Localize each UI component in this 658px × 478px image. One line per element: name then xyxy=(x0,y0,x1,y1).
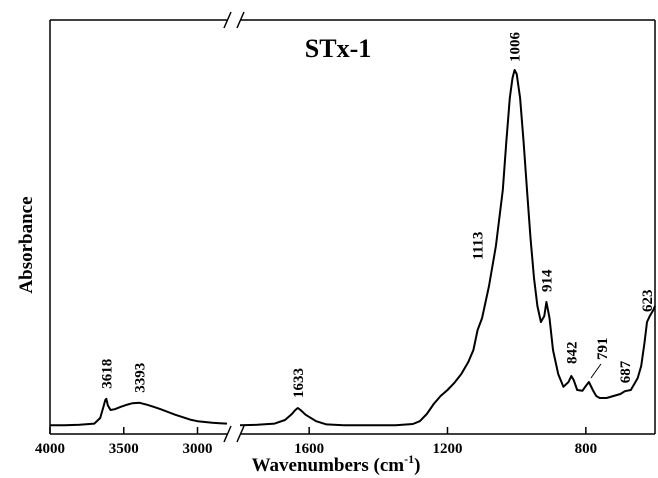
axis-break-slash xyxy=(223,11,232,29)
peak-label: 3618 xyxy=(99,359,115,389)
x-tick-label: 3000 xyxy=(183,441,213,457)
peak-label: 914 xyxy=(539,269,555,292)
x-tick-label: 3500 xyxy=(109,441,139,457)
axis-break-marks xyxy=(223,11,245,443)
peak-label: 623 xyxy=(640,290,656,313)
peak-labels: 3618 3393 1633 1113 1006 914 842 791 687 623 xyxy=(99,32,656,399)
peak-label: 1006 xyxy=(508,32,524,63)
x-axis-ticks: 4000 3500 3000 1600 1200 800 xyxy=(35,427,597,457)
x-tick-label: 1200 xyxy=(433,441,463,457)
x-axis-label-main: Wavenumbers (cm xyxy=(252,455,405,476)
axis-break-slash xyxy=(236,11,245,29)
x-tick-label: 800 xyxy=(575,441,598,457)
peak-label: 842 xyxy=(564,342,580,365)
peak-label: 791 xyxy=(595,338,611,361)
peak-label: 1633 xyxy=(291,368,307,398)
peak-leader-line xyxy=(590,363,602,379)
peak-label: 687 xyxy=(618,360,634,383)
peak-label: 1113 xyxy=(471,232,487,260)
axis-break-slash xyxy=(236,425,245,443)
x-axis-label-superscript: -1 xyxy=(404,452,414,466)
y-axis-label: Absorbance xyxy=(16,196,37,293)
axis-break-gap xyxy=(227,17,240,23)
spectrum-line xyxy=(50,69,656,427)
peak-label: 3393 xyxy=(133,363,149,393)
axis-break-gap xyxy=(227,431,240,437)
chart-title: STx-1 xyxy=(305,34,371,63)
x-tick-label: 4000 xyxy=(35,441,65,457)
x-axis-label-close: ) xyxy=(414,455,420,476)
x-axis-label: Wavenumbers (cm-1) xyxy=(252,452,421,476)
x-tick-label: 1600 xyxy=(294,441,324,457)
axis-break-slash xyxy=(223,425,232,443)
